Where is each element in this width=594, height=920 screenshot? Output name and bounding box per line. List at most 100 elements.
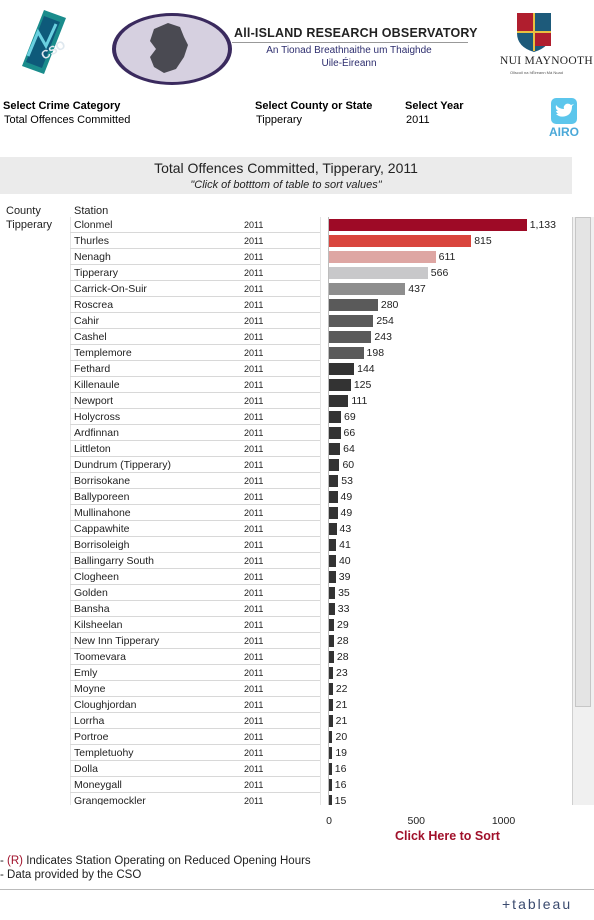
table-row[interactable]: Newport 2011 111	[0, 393, 572, 409]
bar[interactable]	[329, 411, 342, 423]
category-filter-value[interactable]: Total Offences Committed	[4, 114, 131, 126]
table-row[interactable]: Thurles 2011 815	[0, 233, 572, 249]
bar-value-label: 41	[339, 539, 351, 551]
twitter-button[interactable]: AIRO	[546, 98, 582, 140]
bar[interactable]	[329, 747, 333, 759]
chart-title: Total Offences Committed, Tipperary, 201…	[154, 160, 418, 176]
bar[interactable]	[329, 571, 336, 583]
county-filter-value[interactable]: Tipperary	[256, 114, 303, 126]
bar[interactable]	[329, 651, 334, 663]
bar[interactable]	[329, 715, 333, 727]
table-row[interactable]: Borrisokane 2011 53	[0, 473, 572, 489]
bar[interactable]	[329, 603, 335, 615]
bar[interactable]	[329, 555, 336, 567]
table-row[interactable]: Templemore 2011 198	[0, 345, 572, 361]
table-row[interactable]: Littleton 2011 64	[0, 441, 572, 457]
bar[interactable]	[329, 299, 378, 311]
row-divider	[70, 280, 320, 281]
bar-value-label: 28	[336, 651, 349, 663]
table-row[interactable]: Roscrea 2011 280	[0, 297, 572, 313]
bar-chart[interactable]: Clonmel 2011 1,133 Thurles 2011 815 Nenagh 2011…	[0, 217, 572, 805]
table-row[interactable]: Cahir 2011 254	[0, 313, 572, 329]
bar[interactable]	[329, 219, 527, 231]
row-divider	[70, 616, 320, 617]
bar[interactable]	[329, 539, 337, 551]
bar[interactable]	[329, 587, 336, 599]
table-row[interactable]: Moneygall 2011 16	[0, 777, 572, 793]
table-row[interactable]: Cashel 2011 243	[0, 329, 572, 345]
bar[interactable]	[329, 315, 374, 327]
bar[interactable]	[329, 683, 333, 695]
bar[interactable]	[329, 331, 372, 343]
bar[interactable]	[329, 363, 355, 375]
table-row[interactable]: Dolla 2011 16	[0, 761, 572, 777]
table-row[interactable]: Grangemockler 2011 15	[0, 793, 572, 805]
bar[interactable]	[329, 443, 341, 455]
bar-value-label: 39	[338, 571, 351, 583]
station-label: Borrisoleigh	[74, 539, 130, 551]
bar[interactable]	[329, 523, 337, 535]
scrollbar-thumb[interactable]	[575, 217, 591, 707]
station-label: Emly	[74, 667, 98, 679]
bar[interactable]	[329, 235, 472, 247]
bar[interactable]	[329, 475, 339, 487]
bar[interactable]	[329, 267, 428, 279]
year-filter-value[interactable]: 2011	[406, 114, 430, 126]
table-row[interactable]: Fethard 2011 144	[0, 361, 572, 377]
bar[interactable]	[329, 619, 335, 631]
bar-value-label: 280	[380, 299, 399, 311]
bar[interactable]	[329, 731, 333, 743]
sort-button[interactable]: Click Here to Sort	[395, 829, 500, 843]
bar[interactable]	[329, 667, 333, 679]
table-row[interactable]: Cappawhite 2011 43	[0, 521, 572, 537]
table-row[interactable]: Carrick-On-Suir 2011 437	[0, 281, 572, 297]
bar[interactable]	[329, 347, 364, 359]
bar[interactable]	[329, 427, 341, 439]
table-row[interactable]: Clonmel 2011 1,133	[0, 217, 572, 233]
bar[interactable]	[329, 379, 351, 391]
bar[interactable]	[329, 779, 332, 791]
table-row[interactable]: Bansha 2011 33	[0, 601, 572, 617]
tableau-logo[interactable]: +tableau	[502, 896, 573, 912]
table-row[interactable]: Dundrum (Tipperary) 2011 60	[0, 457, 572, 473]
bar[interactable]	[329, 251, 436, 263]
table-row[interactable]: Killenaule 2011 125	[0, 377, 572, 393]
vertical-scrollbar[interactable]	[572, 217, 594, 805]
table-row[interactable]: Ballyporeen 2011 49	[0, 489, 572, 505]
table-row[interactable]: Emly 2011 23	[0, 665, 572, 681]
table-row[interactable]: Templetuohy 2011 19	[0, 745, 572, 761]
row-divider	[70, 456, 320, 457]
bar[interactable]	[329, 491, 338, 503]
bar[interactable]	[329, 699, 333, 711]
table-row[interactable]: Portroe 2011 20	[0, 729, 572, 745]
table-row[interactable]: Golden 2011 35	[0, 585, 572, 601]
station-label: Borrisokane	[74, 475, 131, 487]
bar[interactable]	[329, 395, 349, 407]
station-label: Dolla	[74, 763, 98, 775]
bar[interactable]	[329, 459, 340, 471]
table-row[interactable]: Mullinahone 2011 49	[0, 505, 572, 521]
table-row[interactable]: Kilsheelan 2011 29	[0, 617, 572, 633]
table-row[interactable]: Ardfinnan 2011 66	[0, 425, 572, 441]
table-row[interactable]: Toomevara 2011 28	[0, 649, 572, 665]
table-row[interactable]: Nenagh 2011 611	[0, 249, 572, 265]
table-row[interactable]: Tipperary 2011 566	[0, 265, 572, 281]
station-label: Tipperary	[74, 267, 118, 279]
table-row[interactable]: Ballingarry South 2011 40	[0, 553, 572, 569]
table-row[interactable]: Clogheen 2011 39	[0, 569, 572, 585]
bar[interactable]	[329, 795, 332, 805]
table-row[interactable]: Moyne 2011 22	[0, 681, 572, 697]
table-row[interactable]: Lorrha 2011 21	[0, 713, 572, 729]
station-label: Cappawhite	[74, 523, 130, 535]
table-row[interactable]: New Inn Tipperary 2011 28	[0, 633, 572, 649]
bar[interactable]	[329, 507, 338, 519]
table-row[interactable]: Cloughjordan 2011 21	[0, 697, 572, 713]
bar[interactable]	[329, 763, 332, 775]
row-divider	[70, 472, 320, 473]
year-label: 2011	[244, 524, 264, 534]
bar[interactable]	[329, 283, 406, 295]
bar[interactable]	[329, 635, 334, 647]
table-row[interactable]: Holycross 2011 69	[0, 409, 572, 425]
table-row[interactable]: Borrisoleigh 2011 41	[0, 537, 572, 553]
row-divider	[70, 568, 320, 569]
